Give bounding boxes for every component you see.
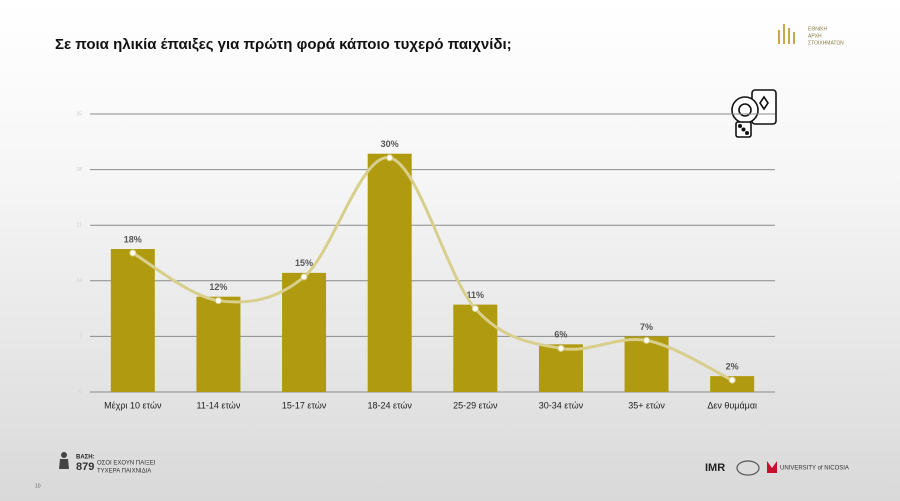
trend-line [132,156,733,382]
base-label: ΒΑΣΗ: [76,455,95,461]
trend-point [300,273,308,281]
university-logo: UNIVERSITY of NICOSIA [780,466,849,472]
casino-icon [731,89,777,138]
value-label: 6% [554,330,567,340]
bar [196,296,241,392]
imr-logo: IMR [705,462,725,474]
trend-point [471,305,479,313]
trend-point [728,376,736,384]
trend-point [386,154,394,162]
plot: 0 7 14 21 28 35 Μέχρι 10 ετών 18% 11-14 ετών 12% 1… [76,111,775,410]
x-tick-label: Δεν θυμάμαι [707,400,757,410]
x-tick-label: Μέχρι 10 ετών [104,400,162,410]
y-tick-label: 7 [79,334,82,340]
y-tick-label: 28 [76,167,82,173]
base-count: 879 [76,461,94,473]
y-tick-label: 21 [76,223,82,229]
y-tick-label: 35 [76,111,82,117]
value-label: 12% [209,282,227,292]
chart-title: Σε ποια ηλικία έπαιξες για πρώτη φορά κά… [55,36,512,53]
x-tick-label: 30-34 ετών [539,400,584,410]
logo-text: ΑΡΧΗ [808,33,822,39]
partner-logo [736,460,760,476]
trend-point [129,249,137,257]
y-tick-label: 0 [79,389,82,395]
bar [710,376,755,392]
value-label: 2% [726,361,739,371]
value-label: 15% [295,258,313,268]
logo-text: ΣΤΟΙΧΗΜΑΤΩΝ [808,40,844,46]
value-label: 11% [467,290,485,300]
x-tick-label: 11-14 ετών [197,400,241,410]
bar [453,304,498,392]
y-tick-label: 14 [76,278,82,284]
x-tick-label: 35+ ετών [628,400,665,410]
x-tick-label: 15-17 ετών [282,400,327,410]
page-number: 10 [35,483,41,489]
bar [538,344,583,392]
value-label: 18% [124,234,142,244]
trend-point [214,297,222,305]
value-label: 7% [640,322,653,332]
base-description: ΟΣΟΙ ΕΧΟΥΝ ΠΑΙΞΕΙ [97,461,156,467]
trend-point [557,344,565,352]
base-info: ΒΑΣΗ: 879 ΟΣΟΙ ΕΧΟΥΝ ΠΑΙΞΕΙ ΤΥΧΕΡΑ ΠΑΙΧΝ… [59,452,156,475]
base-description: ΤΥΧΕΡΑ ΠΑΙΧΝΙΔΙΑ [97,469,151,475]
bar [282,272,327,392]
x-tick-label: 25-29 ετών [453,400,498,410]
value-label: 30% [381,139,399,149]
university-mark [767,461,777,473]
logo-text: ΕΘΝΙΚΗ [808,26,828,32]
authority-logo: ΕΘΝΙΚΗ ΑΡΧΗ ΣΤΟΙΧΗΜΑΤΩΝ [778,24,844,46]
trend-point [643,336,651,344]
bar [367,153,412,392]
bar [110,249,155,392]
x-tick-label: 18-24 ετών [367,400,412,410]
